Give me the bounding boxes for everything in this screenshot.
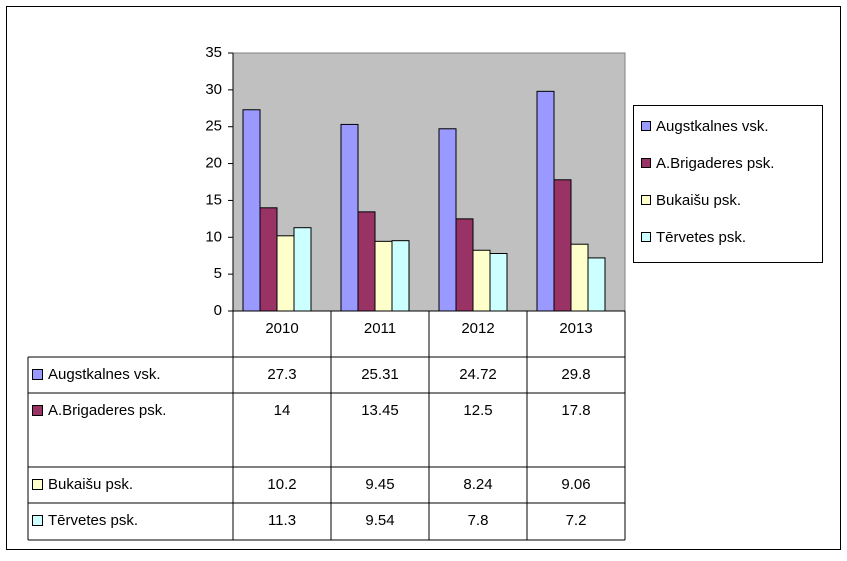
table-series-name: A.Brigaderes psk. [48, 402, 167, 419]
table-value: 9.06 [561, 476, 590, 493]
table-value: 10.2 [267, 476, 296, 493]
legend-key [641, 158, 651, 168]
bar [455, 218, 474, 312]
table-series-name: Bukaišu psk. [48, 476, 134, 493]
bar [259, 207, 278, 312]
y-tick-label: 10 [205, 228, 222, 245]
table-value: 8.24 [463, 476, 492, 493]
table-row-label: Bukaišu psk. [32, 475, 232, 494]
y-tick-label: 20 [205, 155, 222, 172]
table-value: 14 [274, 402, 291, 419]
y-tick-label: 35 [205, 44, 222, 61]
y-tick-label: 25 [205, 118, 222, 135]
bar [340, 123, 359, 312]
bar [587, 257, 606, 312]
bar [438, 128, 457, 312]
table-series-name: Tērvetes psk. [48, 512, 139, 529]
legend-key [641, 232, 651, 242]
table-value: 24.72 [459, 366, 497, 383]
table-value: 27.3 [267, 366, 296, 383]
bar [242, 109, 261, 312]
table-row-header: Tērvetes psk. [32, 511, 232, 530]
bar [536, 90, 555, 312]
x-tick-label: 2013 [559, 320, 592, 337]
bar [276, 235, 295, 312]
bar [374, 240, 393, 312]
legend-key [32, 369, 43, 380]
y-tick-label: 15 [205, 191, 222, 208]
legend-box [633, 105, 823, 263]
table-value: 12.5 [463, 402, 492, 419]
legend-label: Augstkalnes vsk. [656, 118, 769, 135]
table-value: 29.8 [561, 366, 590, 383]
y-tick-label: 30 [205, 81, 222, 98]
table-value: 9.45 [365, 476, 394, 493]
bar [357, 211, 376, 312]
legend-label: Bukaišu psk. [656, 192, 741, 209]
legend-key [32, 515, 43, 526]
bar [472, 249, 491, 312]
table-value: 9.54 [365, 512, 394, 529]
x-tick-label: 2010 [265, 320, 298, 337]
table-value: 25.31 [361, 366, 399, 383]
x-tick-label: 2011 [364, 320, 396, 337]
legend-key [641, 195, 651, 205]
table-value: 17.8 [561, 402, 590, 419]
table-value: 7.8 [468, 512, 489, 529]
table-value: 13.45 [361, 402, 399, 419]
table-row-header: Bukaišu psk. [32, 475, 232, 494]
legend-label: A.Brigaderes psk. [656, 155, 774, 172]
legend-key [32, 405, 43, 416]
table-row-header: A.Brigaderes psk. [32, 401, 182, 420]
table-row-header: Augstkalnes vsk. [32, 365, 232, 384]
table-row-label: Augstkalnes vsk. [32, 365, 232, 384]
bar [553, 179, 572, 312]
legend-key [641, 121, 651, 131]
table-row-label: Tērvetes psk. [32, 511, 232, 530]
y-tick-label: 5 [214, 265, 222, 282]
legend-key [32, 479, 43, 490]
bar [489, 253, 508, 312]
bar [293, 227, 312, 312]
y-tick-label: 0 [214, 302, 222, 319]
bar [570, 243, 589, 312]
table-row-label: A.Brigaderes psk. [32, 401, 182, 420]
bar [391, 240, 410, 312]
table-value: 7.2 [566, 512, 587, 529]
x-tick-label: 2012 [461, 320, 494, 337]
legend-label: Tērvetes psk. [656, 229, 746, 246]
table-series-name: Augstkalnes vsk. [48, 366, 161, 383]
table-value: 11.3 [268, 512, 296, 529]
